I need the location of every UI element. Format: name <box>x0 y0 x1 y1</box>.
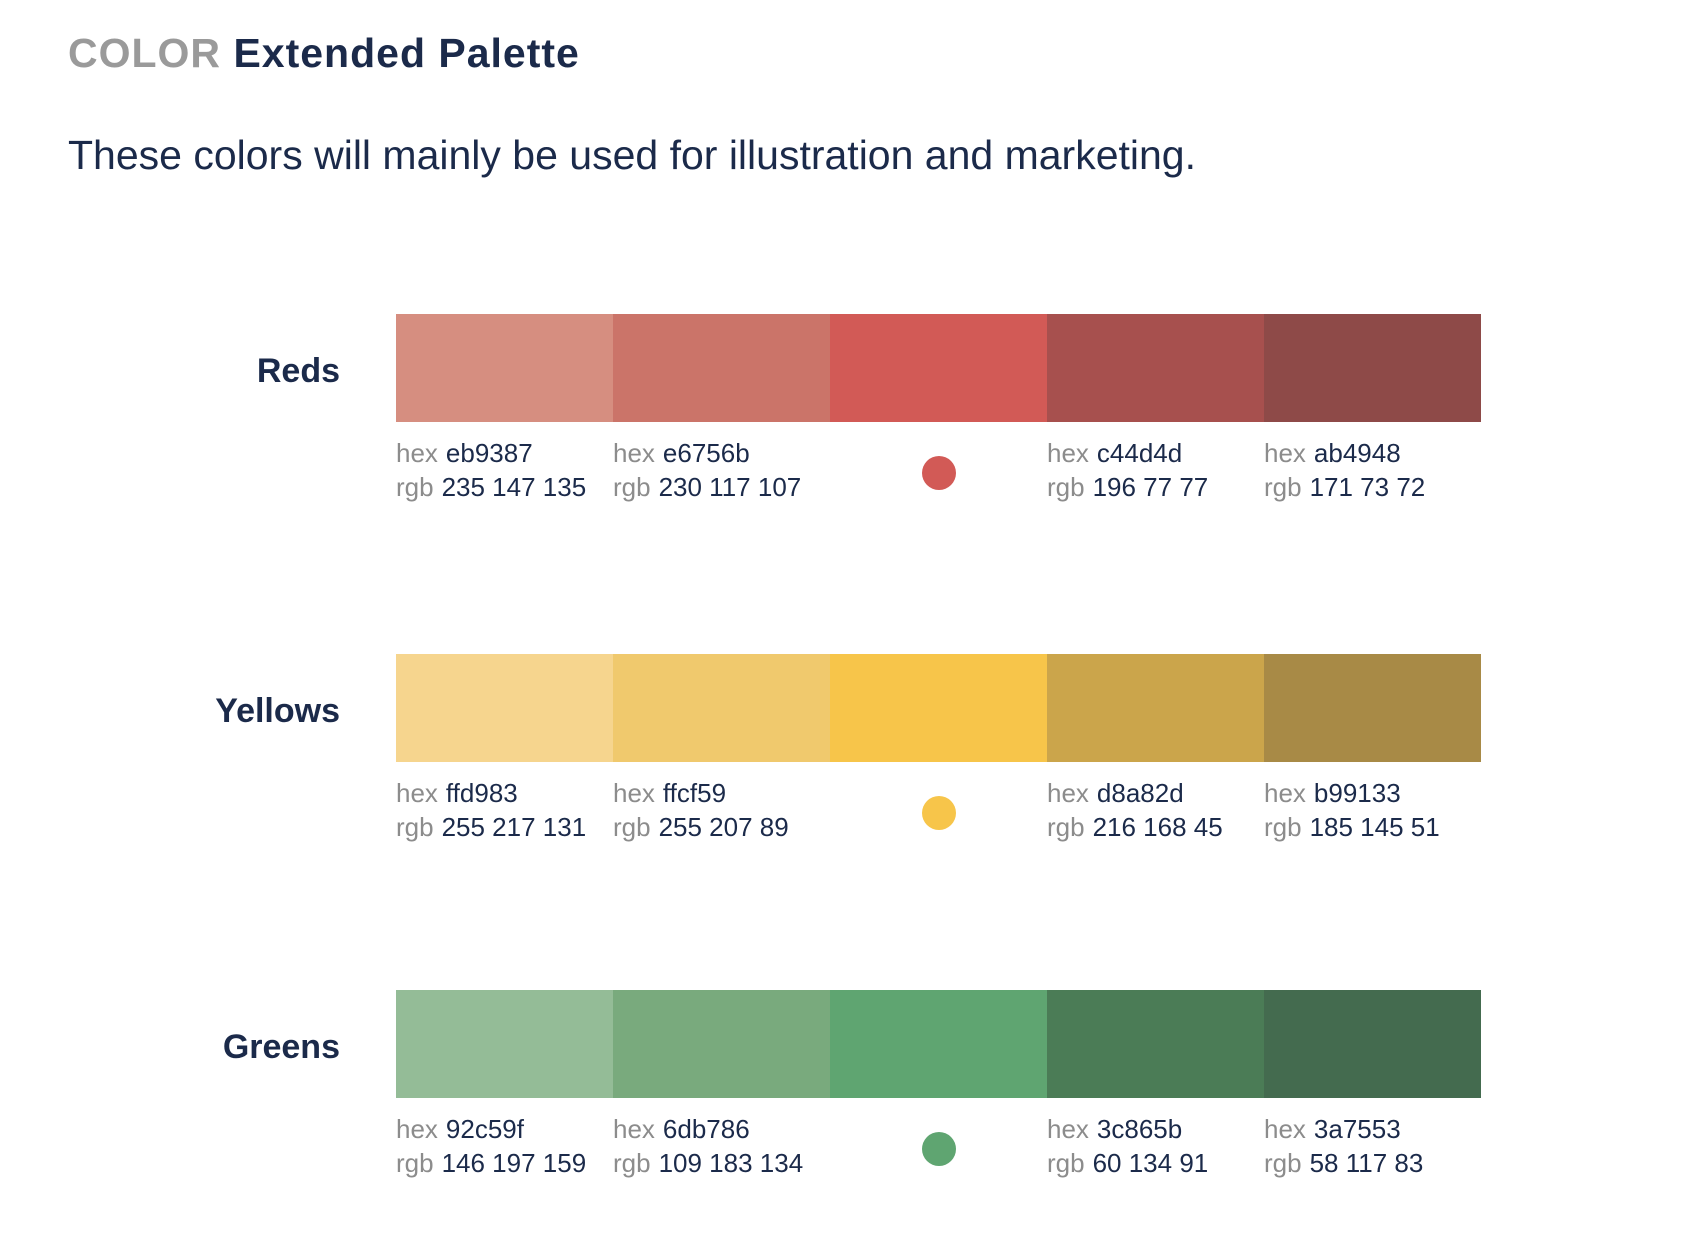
rgb-value: 255 207 89 <box>658 812 789 842</box>
hex-label: hex <box>613 778 655 808</box>
color-swatch <box>1264 990 1481 1098</box>
color-swatch <box>396 314 613 422</box>
hex-label: hex <box>613 1114 655 1144</box>
color-swatch <box>1264 314 1481 422</box>
hex-value: b99133 <box>1313 778 1401 808</box>
title-main: Extended Palette <box>233 30 580 76</box>
swatch-info-primary <box>830 436 1047 516</box>
rgb-label: rgb <box>1264 812 1302 842</box>
rgb-label: rgb <box>1047 472 1085 502</box>
swatch-info: hex 3c865b rgb 60 134 91 <box>1047 1112 1264 1192</box>
swatch-info: hex ffd983 rgb 255 217 131 <box>396 776 613 856</box>
color-swatch <box>396 654 613 762</box>
swatch-strip <box>396 314 1481 422</box>
hex-value: 3a7553 <box>1313 1114 1401 1144</box>
group-label: Greens <box>222 1028 340 1066</box>
rgb-label: rgb <box>396 812 434 842</box>
rgb-value: 196 77 77 <box>1092 472 1209 502</box>
rgb-label: rgb <box>613 1148 651 1178</box>
rgb-value: 146 197 159 <box>441 1148 587 1178</box>
hex-value: eb9387 <box>445 438 533 468</box>
hex-label: hex <box>1047 778 1089 808</box>
swatch-info-row: hex eb9387 rgb 235 147 135 hex e6756b rgb 23… <box>396 436 1481 516</box>
color-swatch <box>1047 654 1264 762</box>
rgb-value: 60 134 91 <box>1092 1148 1209 1178</box>
swatch-info: hex ab4948 rgb 171 73 72 <box>1264 436 1481 516</box>
hex-value: d8a82d <box>1096 778 1184 808</box>
hex-label: hex <box>396 438 438 468</box>
rgb-label: rgb <box>613 472 651 502</box>
swatch-info: hex b99133 rgb 185 145 51 <box>1264 776 1481 856</box>
swatch-info-row: hex 92c59f rgb 146 197 159 hex 6db786 rgb 10… <box>396 1112 1481 1192</box>
color-swatch <box>613 654 830 762</box>
color-swatch <box>613 314 830 422</box>
hex-value: 3c865b <box>1096 1114 1183 1144</box>
palette-group-greens: Greens hex 92c59f rgb 146 197 159 hex 6db78… <box>0 990 1706 1190</box>
hex-value: ab4948 <box>1313 438 1401 468</box>
rgb-label: rgb <box>396 1148 434 1178</box>
swatch-info: hex 3a7553 rgb 58 117 83 <box>1264 1112 1481 1192</box>
swatch-info: hex 6db786 rgb 109 183 134 <box>613 1112 830 1192</box>
hex-label: hex <box>1264 438 1306 468</box>
rgb-label: rgb <box>1264 472 1302 502</box>
color-swatch <box>830 654 1047 762</box>
rgb-label: rgb <box>396 472 434 502</box>
rgb-value: 216 168 45 <box>1092 812 1223 842</box>
primary-color-dot <box>921 456 956 490</box>
rgb-label: rgb <box>613 812 651 842</box>
primary-color-dot <box>921 1132 956 1166</box>
rgb-label: rgb <box>1047 812 1085 842</box>
hex-value: 6db786 <box>662 1114 750 1144</box>
hex-label: hex <box>1047 1114 1089 1144</box>
color-swatch <box>1047 990 1264 1098</box>
swatch-info: hex 92c59f rgb 146 197 159 <box>396 1112 613 1192</box>
rgb-value: 230 117 107 <box>658 472 802 502</box>
color-swatch <box>613 990 830 1098</box>
swatch-info: hex e6756b rgb 230 117 107 <box>613 436 830 516</box>
swatch-info-primary <box>830 1112 1047 1192</box>
hex-value: c44d4d <box>1096 438 1183 468</box>
swatch-info: hex d8a82d rgb 216 168 45 <box>1047 776 1264 856</box>
rgb-label: rgb <box>1264 1148 1302 1178</box>
hex-label: hex <box>613 438 655 468</box>
rgb-value: 58 117 83 <box>1309 1148 1424 1178</box>
rgb-value: 235 147 135 <box>441 472 587 502</box>
color-swatch <box>830 990 1047 1098</box>
swatch-info-primary <box>830 776 1047 856</box>
color-swatch <box>830 314 1047 422</box>
hex-label: hex <box>1047 438 1089 468</box>
primary-color-dot <box>921 796 956 830</box>
palette-group-reds: Reds hex eb9387 rgb 235 147 135 hex e6756b … <box>0 314 1706 514</box>
hex-value: ffcf59 <box>662 778 727 808</box>
swatch-strip <box>396 990 1481 1098</box>
group-label: Reds <box>256 352 340 390</box>
rgb-value: 171 73 72 <box>1309 472 1426 502</box>
title-eyebrow: COLOR <box>68 30 222 76</box>
hex-value: 92c59f <box>445 1114 524 1144</box>
color-swatch <box>1047 314 1264 422</box>
hex-label: hex <box>396 778 438 808</box>
palette-group-yellows: Yellows hex ffd983 rgb 255 217 131 hex ffcf… <box>0 654 1706 854</box>
swatch-info: hex c44d4d rgb 196 77 77 <box>1047 436 1264 516</box>
hex-label: hex <box>1264 778 1306 808</box>
page-title: COLOR Extended Palette <box>68 30 580 77</box>
rgb-value: 185 145 51 <box>1309 812 1440 842</box>
group-label: Yellows <box>215 692 340 730</box>
rgb-label: rgb <box>1047 1148 1085 1178</box>
hex-label: hex <box>1264 1114 1306 1144</box>
color-swatch <box>1264 654 1481 762</box>
swatch-info: hex eb9387 rgb 235 147 135 <box>396 436 613 516</box>
swatch-info-row: hex ffd983 rgb 255 217 131 hex ffcf59 rgb 25… <box>396 776 1481 856</box>
hex-value: ffd983 <box>445 778 518 808</box>
rgb-value: 109 183 134 <box>658 1148 804 1178</box>
page-description: These colors will mainly be used for ill… <box>68 132 1197 178</box>
hex-label: hex <box>396 1114 438 1144</box>
hex-value: e6756b <box>662 438 750 468</box>
swatch-info: hex ffcf59 rgb 255 207 89 <box>613 776 830 856</box>
rgb-value: 255 217 131 <box>441 812 587 842</box>
color-swatch <box>396 990 613 1098</box>
swatch-strip <box>396 654 1481 762</box>
